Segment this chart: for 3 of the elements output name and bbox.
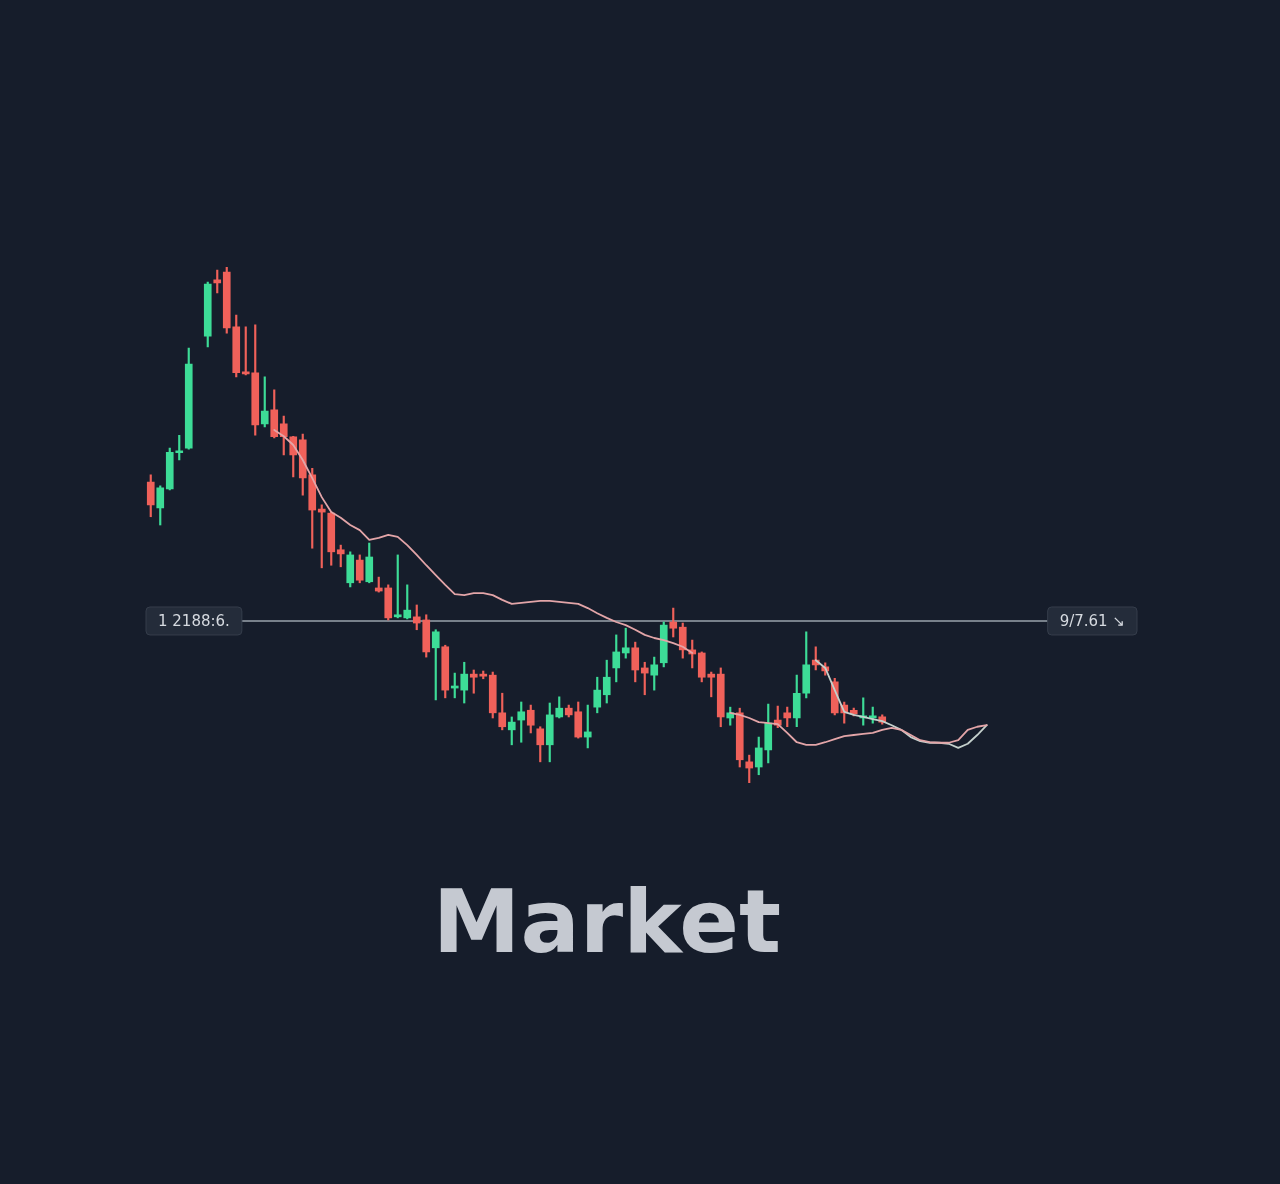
text: Market bbox=[431, 870, 783, 973]
annotation: 1 2188:6. bbox=[158, 611, 230, 630]
text: 9/7.61 ↘ bbox=[1059, 611, 1126, 630]
